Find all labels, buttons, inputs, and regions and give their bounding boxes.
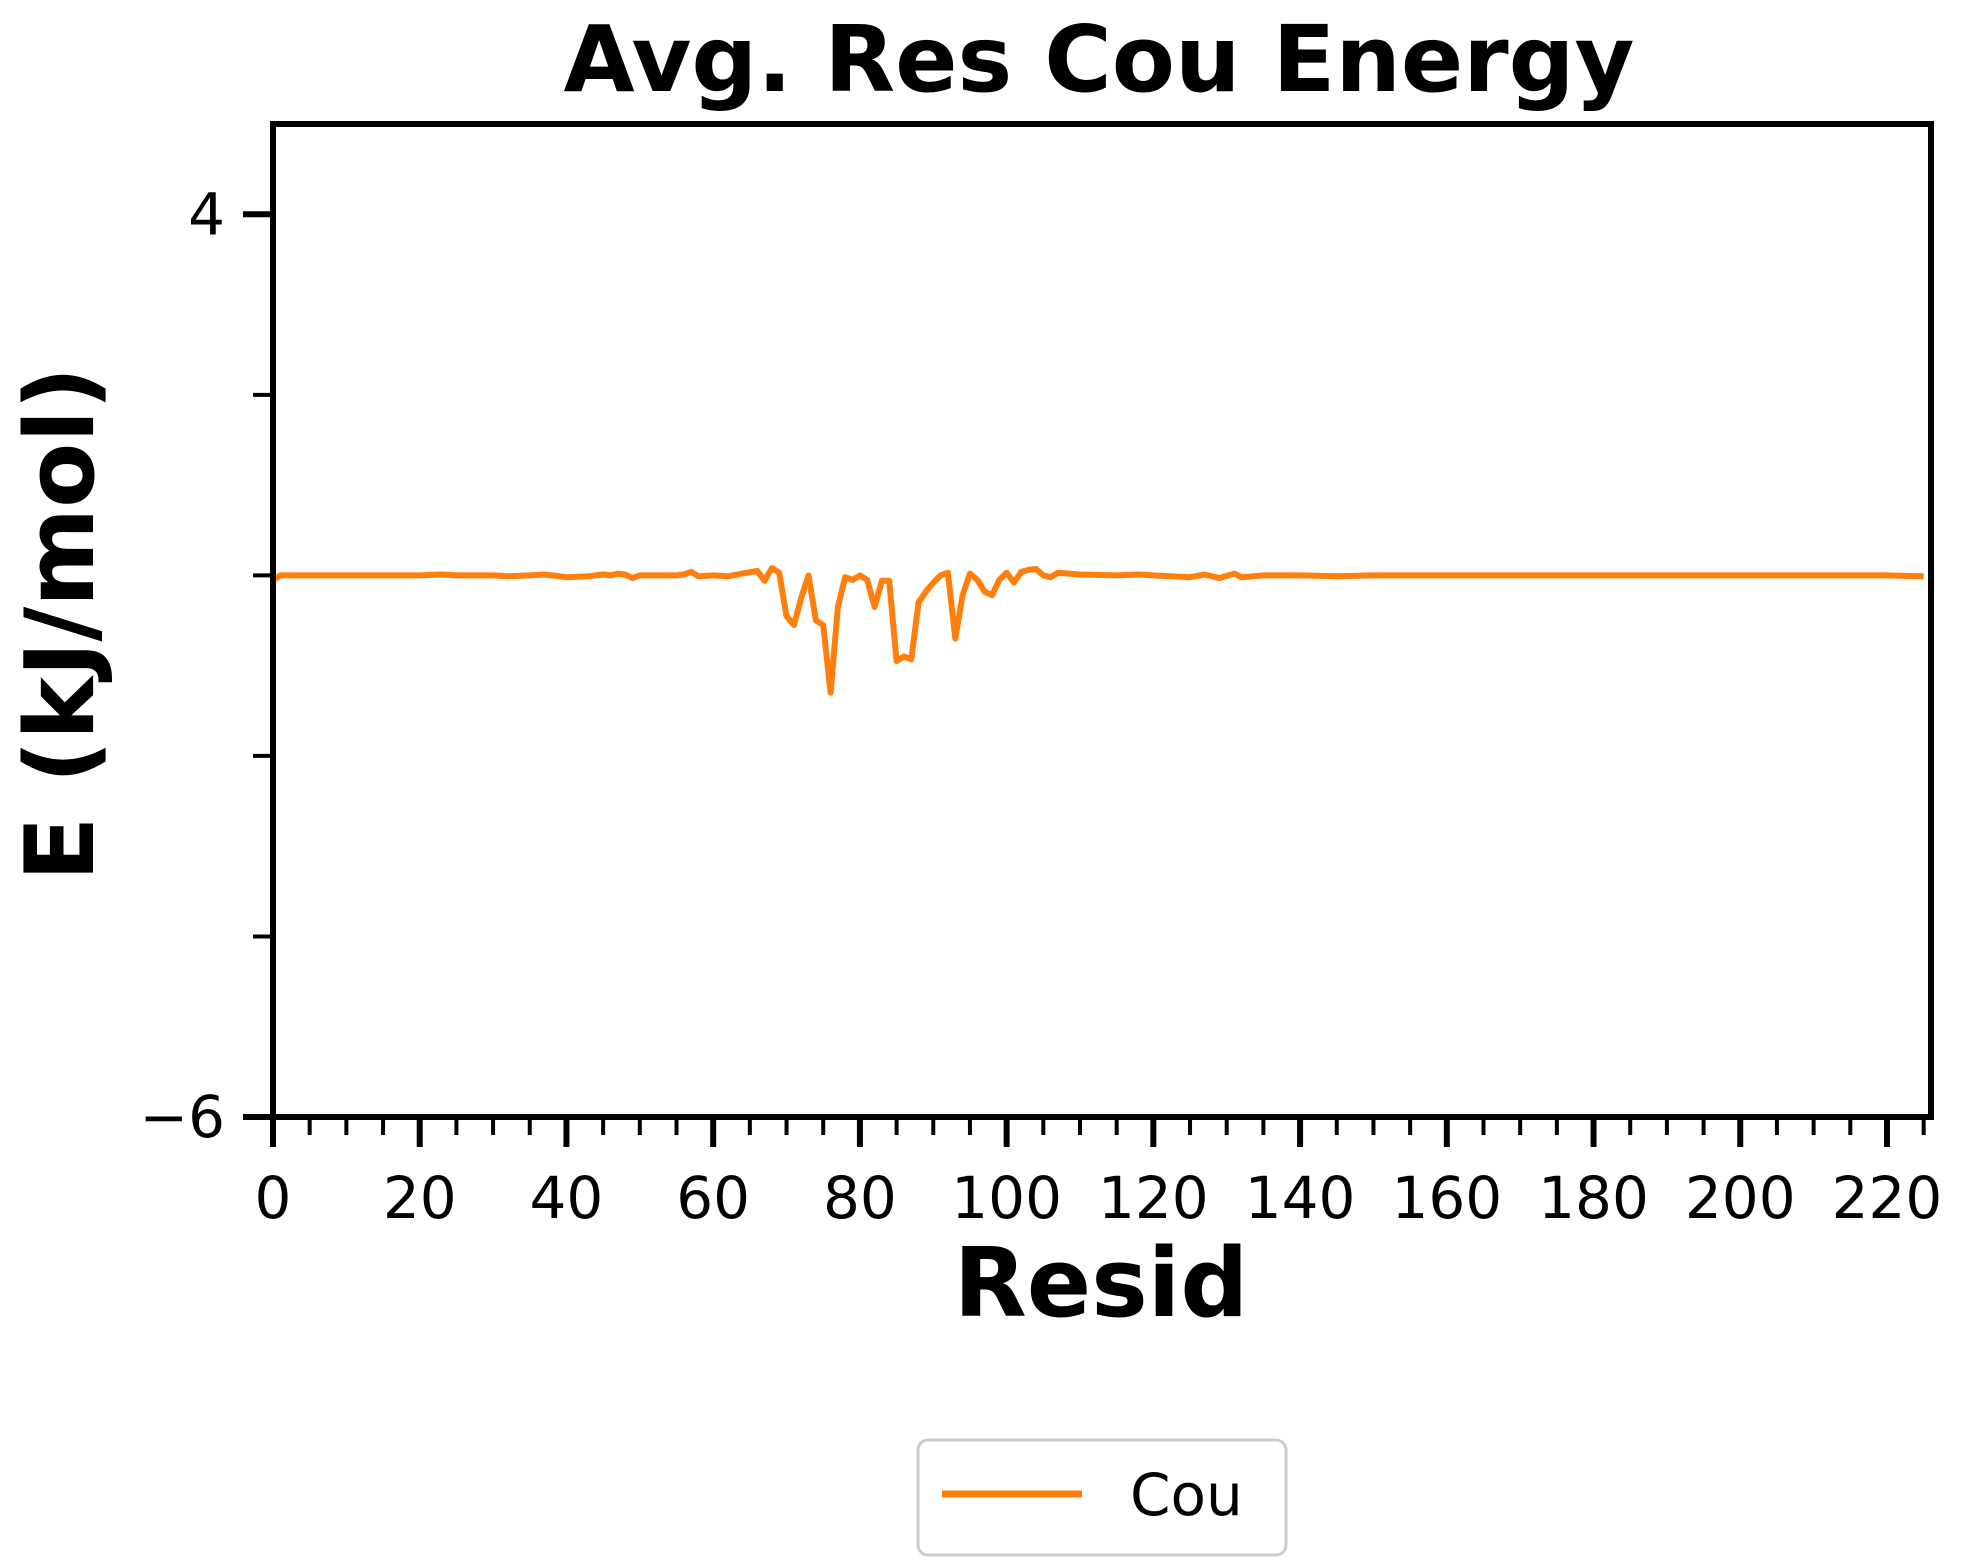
x-tick-label: 60 bbox=[676, 1164, 750, 1232]
x-tick-label: 20 bbox=[383, 1164, 457, 1232]
legend-label-cou: Cou bbox=[1130, 1461, 1243, 1529]
plot-frame bbox=[270, 121, 1934, 1120]
x-tick-label: 40 bbox=[530, 1164, 604, 1232]
x-tick-label: 0 bbox=[255, 1164, 292, 1232]
x-tick-label: 140 bbox=[1245, 1164, 1356, 1232]
x-tick-label: 100 bbox=[951, 1164, 1062, 1232]
series-line-cou bbox=[271, 565, 1924, 696]
axis-ticks: 0 20 40 60 80 100 120 140 160 180 200 220 4 −6 bbox=[140, 180, 1943, 1232]
x-tick-label: 180 bbox=[1538, 1164, 1649, 1232]
legend-box bbox=[916, 1438, 1288, 1557]
series-layer bbox=[271, 565, 1924, 696]
legend: Cou bbox=[916, 1438, 1288, 1557]
x-tick-label: 120 bbox=[1098, 1164, 1209, 1232]
y-axis-label: E (kJ/mol) bbox=[6, 367, 116, 882]
y-tick-label: 4 bbox=[188, 180, 225, 248]
x-axis-label: Resid bbox=[954, 1229, 1249, 1339]
y-tick-label: −6 bbox=[140, 1083, 226, 1151]
chart-title: Avg. Res Cou Energy bbox=[564, 6, 1635, 113]
x-tick-label: 80 bbox=[823, 1164, 897, 1232]
x-tick-label: 160 bbox=[1391, 1164, 1502, 1232]
x-tick-label: 200 bbox=[1685, 1164, 1796, 1232]
x-tick-label: 220 bbox=[1832, 1164, 1943, 1232]
